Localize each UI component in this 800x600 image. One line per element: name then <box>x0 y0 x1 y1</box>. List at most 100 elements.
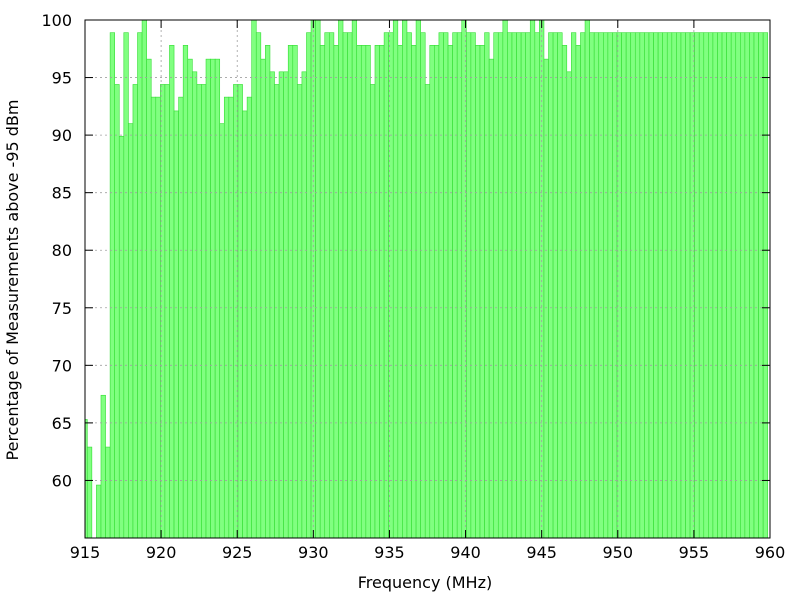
bar <box>246 96 252 539</box>
bar <box>634 32 641 539</box>
bar <box>100 394 106 539</box>
bar <box>214 58 221 539</box>
bar <box>529 19 536 539</box>
bar <box>666 32 673 539</box>
bar <box>758 32 764 539</box>
bar <box>265 45 271 539</box>
bar <box>123 32 129 539</box>
bar <box>365 45 371 539</box>
bar <box>219 123 225 539</box>
bar <box>424 84 431 539</box>
bar <box>698 32 705 539</box>
bar <box>680 32 686 539</box>
x-tick-label: 925 <box>222 543 253 562</box>
bar <box>150 96 157 539</box>
bar <box>324 32 330 539</box>
bar <box>255 32 262 539</box>
bar <box>392 19 399 539</box>
bar <box>552 32 558 539</box>
bar <box>625 32 632 539</box>
y-tick-label: 100 <box>41 11 72 30</box>
bar <box>383 32 389 539</box>
bar <box>726 32 732 539</box>
bar <box>566 71 572 539</box>
bar <box>708 32 714 539</box>
bar <box>534 32 540 539</box>
bar <box>192 71 198 539</box>
bar <box>228 96 234 539</box>
bar <box>333 45 339 539</box>
bar <box>630 32 636 539</box>
x-tick-label: 950 <box>603 543 634 562</box>
bar <box>639 32 645 539</box>
bar <box>105 446 111 539</box>
bar <box>274 84 280 539</box>
bar <box>703 32 709 539</box>
bar <box>452 32 458 539</box>
bar <box>269 71 275 539</box>
bar <box>429 45 435 539</box>
y-axis-title: Percentage of Measurements above -95 dBm <box>3 100 22 461</box>
bar <box>603 32 609 539</box>
bar <box>406 32 412 539</box>
y-tick-labels: 60 65 70 75 80 85 90 95 100 <box>41 11 72 490</box>
x-tick-label: 935 <box>374 543 405 562</box>
y-tick-label: 85 <box>52 184 72 203</box>
bar <box>301 71 307 539</box>
bar <box>516 32 522 539</box>
bar <box>86 446 93 539</box>
bar <box>397 45 403 539</box>
bar <box>415 19 421 539</box>
bar <box>762 32 769 539</box>
bar <box>744 32 750 539</box>
x-tick-label: 955 <box>679 543 710 562</box>
x-tick-label: 945 <box>526 543 557 562</box>
bar <box>502 19 508 539</box>
bar <box>196 84 202 539</box>
bar <box>210 58 216 539</box>
bar <box>735 32 741 539</box>
bar <box>507 32 513 539</box>
y-tick-label: 65 <box>52 414 72 433</box>
bar <box>694 32 700 539</box>
bar <box>292 45 298 539</box>
bar <box>475 45 481 539</box>
bar <box>470 32 476 539</box>
bar <box>561 45 568 539</box>
bar <box>493 32 499 539</box>
bar <box>374 45 380 539</box>
bar <box>128 123 134 539</box>
bar <box>621 32 627 539</box>
bar <box>730 32 737 539</box>
bar <box>520 32 526 539</box>
bar <box>118 135 125 539</box>
bar <box>589 32 595 539</box>
x-tick-label: 915 <box>70 543 101 562</box>
bar <box>260 58 266 539</box>
bar <box>242 110 248 539</box>
bar <box>671 32 677 539</box>
bar <box>653 32 659 539</box>
bar <box>109 32 115 539</box>
bar <box>557 32 563 539</box>
bar <box>488 58 495 539</box>
bar <box>548 32 554 539</box>
plot-frame <box>84 19 771 539</box>
bar <box>721 32 727 539</box>
bar <box>402 19 408 539</box>
bar <box>347 32 353 539</box>
bar <box>173 110 179 539</box>
bar <box>479 45 485 539</box>
bar <box>319 45 326 539</box>
bar <box>753 32 759 539</box>
bar <box>676 32 682 539</box>
bar <box>379 45 385 539</box>
x-tick-label: 960 <box>755 543 786 562</box>
bar <box>251 19 257 539</box>
bar <box>438 32 444 539</box>
bar <box>443 32 449 539</box>
bar <box>447 45 453 539</box>
bar <box>146 58 152 539</box>
bar <box>342 32 348 539</box>
bar <box>169 45 175 539</box>
